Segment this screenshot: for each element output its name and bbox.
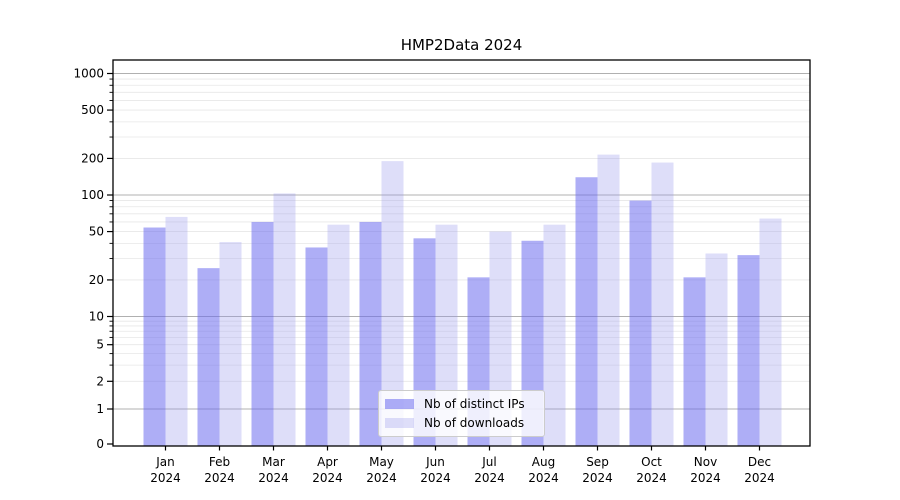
- x-tick-label-year: 2024: [366, 471, 397, 485]
- x-axis: Jan 2024 Feb 2024 Mar 2024 Apr 2024 May 2024 Jun 20…: [150, 446, 775, 485]
- legend-item-downloads: Nb of downloads: [385, 414, 539, 432]
- bar: [629, 200, 652, 446]
- legend-item-distinct-ips: Nb of distinct IPs: [385, 395, 539, 413]
- bar: [705, 253, 728, 446]
- bar: [651, 162, 674, 446]
- bar: [575, 177, 598, 447]
- x-tick-label-month: Dec: [748, 455, 771, 469]
- x-tick-label-year: 2024: [312, 471, 343, 485]
- axes-box: [112, 59, 811, 447]
- x-tick-label-month: Jul: [481, 455, 496, 469]
- x-tick-label-year: 2024: [150, 471, 181, 485]
- bar: [273, 193, 296, 446]
- x-tick-label-year: 2024: [420, 471, 451, 485]
- x-tick-label-month: Jun: [425, 455, 445, 469]
- legend: Nb of distinct IPs Nb of downloads: [378, 390, 545, 437]
- y-tick-label: 20: [89, 273, 104, 287]
- x-tick-label-month: Oct: [641, 455, 662, 469]
- y-tick-label: 5: [96, 338, 104, 352]
- x-tick-label-month: Feb: [209, 455, 230, 469]
- x-tick-label-year: 2024: [744, 471, 775, 485]
- y-tick-label: 10: [89, 310, 104, 324]
- x-tick-label-month: Nov: [694, 455, 717, 469]
- x-tick-label-year: 2024: [474, 471, 505, 485]
- y-tick-label: 500: [81, 103, 104, 117]
- y-tick-label: 1000: [73, 67, 104, 81]
- bar: [683, 277, 706, 446]
- x-tick-label-month: Sep: [586, 455, 609, 469]
- y-tick-label: 0: [96, 437, 104, 451]
- bar: [737, 255, 760, 446]
- legend-label-downloads: Nb of downloads: [424, 416, 525, 431]
- y-tick-label: 50: [89, 225, 104, 239]
- x-tick-label-year: 2024: [636, 471, 667, 485]
- bar: [543, 224, 566, 446]
- bar: [219, 242, 242, 446]
- x-tick-label-year: 2024: [204, 471, 235, 485]
- legend-label-distinct-ips: Nb of distinct IPs: [424, 396, 525, 411]
- x-tick-label-month: Apr: [317, 455, 338, 469]
- x-tick-label-year: 2024: [582, 471, 613, 485]
- y-axis: 0 1 2 5 10 20 50 100 200 500 1000: [73, 67, 113, 451]
- y-tick-label: 1: [96, 402, 104, 416]
- x-tick-label-month: Aug: [532, 455, 555, 469]
- x-tick-label-month: Mar: [262, 455, 285, 469]
- bar: [143, 227, 166, 446]
- y-tick-label: 100: [81, 188, 104, 202]
- bar: [305, 247, 328, 446]
- x-tick-label-year: 2024: [690, 471, 721, 485]
- bar: [759, 218, 782, 446]
- bar: [327, 224, 350, 446]
- legend-swatch-downloads: [385, 418, 414, 429]
- x-tick-label-year: 2024: [258, 471, 289, 485]
- y-tick-label: 2: [96, 374, 104, 388]
- bar: [381, 161, 404, 446]
- legend-swatch-distinct-ips: [385, 398, 414, 409]
- y-tick-label: 200: [81, 151, 104, 165]
- bar: [359, 221, 382, 446]
- x-tick-label-month: May: [369, 455, 394, 469]
- x-tick-label-year: 2024: [528, 471, 559, 485]
- bar: [251, 221, 274, 446]
- bar: [197, 268, 220, 446]
- bar: [165, 216, 188, 446]
- chart-title: HMP2Data 2024: [400, 36, 523, 54]
- bar: [597, 154, 620, 446]
- x-tick-label-month: Jan: [155, 455, 175, 469]
- gridlines: [113, 73, 810, 410]
